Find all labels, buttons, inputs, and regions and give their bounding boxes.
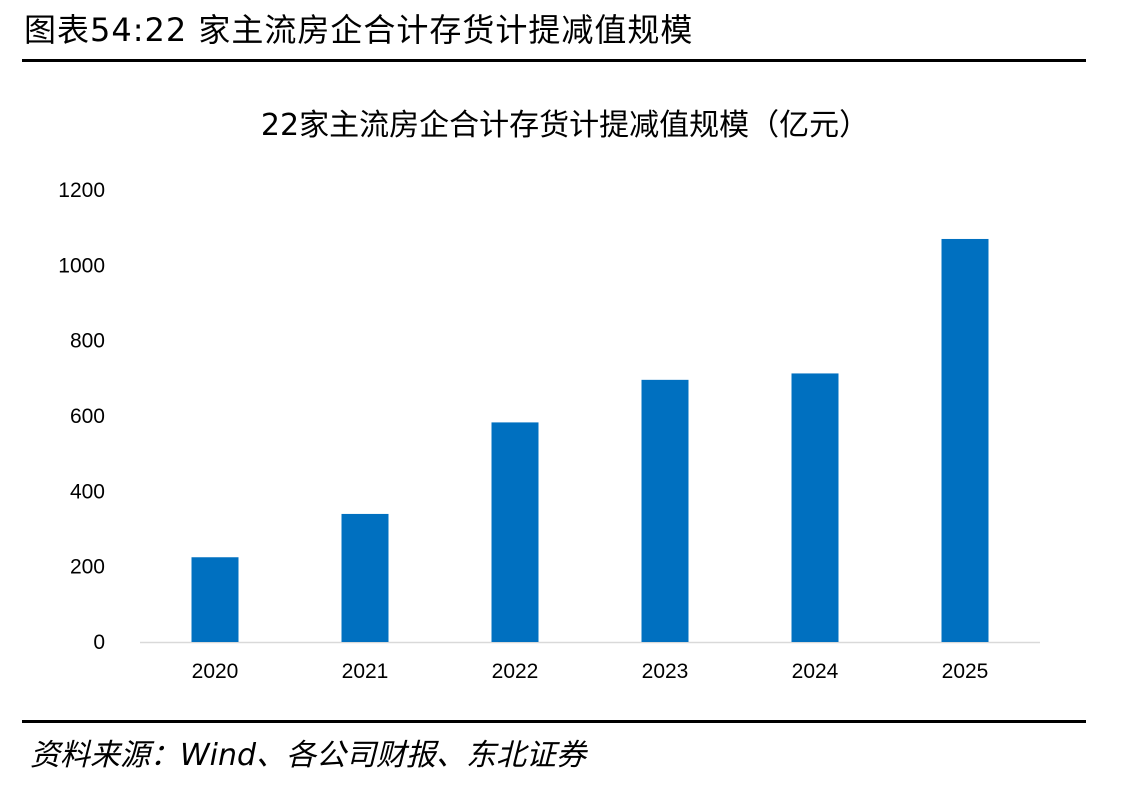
bar-2021 bbox=[341, 513, 389, 642]
source-note: 资料来源：Wind、各公司财报、东北证券 bbox=[30, 738, 587, 773]
y-tick-label: 1000 bbox=[58, 254, 105, 277]
y-tick-label: 800 bbox=[70, 330, 105, 353]
bar-2023 bbox=[641, 379, 689, 642]
y-tick-label: 0 bbox=[93, 631, 105, 654]
bar-2024 bbox=[791, 373, 839, 642]
bar-2022 bbox=[491, 422, 539, 642]
bar-2025 bbox=[941, 238, 989, 642]
y-tick-label: 400 bbox=[70, 480, 105, 503]
y-tick-label: 1200 bbox=[58, 179, 105, 202]
x-tick-label: 2020 bbox=[192, 660, 239, 683]
y-tick-label: 600 bbox=[70, 405, 105, 428]
bar-2020 bbox=[191, 557, 239, 642]
y-tick-label: 200 bbox=[70, 556, 105, 579]
header-divider bbox=[22, 59, 1086, 62]
figure-header: 图表54:22 家主流房企合计存货计提减值规模 bbox=[24, 11, 694, 49]
chart-title: 22家主流房企合计存货计提减值规模（亿元） bbox=[260, 108, 870, 143]
x-tick-label: 2024 bbox=[792, 660, 839, 683]
x-tick-label: 2025 bbox=[942, 660, 989, 683]
x-tick-label: 2023 bbox=[642, 660, 689, 683]
x-tick-label: 2021 bbox=[342, 660, 389, 683]
footer-divider bbox=[22, 720, 1086, 723]
x-tick-label: 2022 bbox=[492, 660, 539, 683]
